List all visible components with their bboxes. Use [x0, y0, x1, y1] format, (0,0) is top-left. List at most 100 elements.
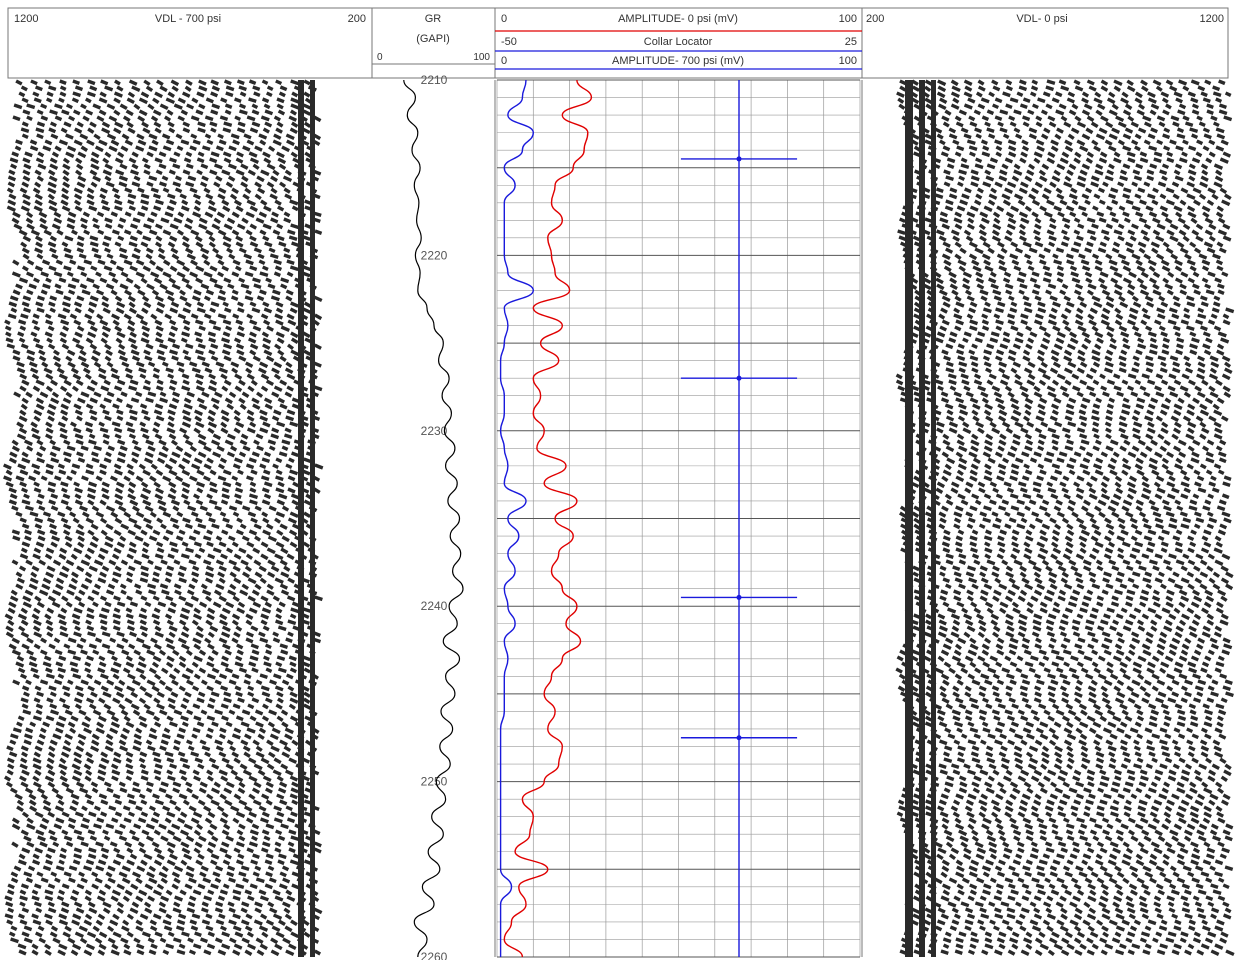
vdl-stripe [9, 739, 312, 747]
vdl-stripe [11, 445, 315, 453]
vdl-stripe [896, 91, 1232, 99]
vdl-stripe [21, 685, 310, 693]
vdl-stripe [14, 793, 309, 801]
amp0-min: 0 [501, 13, 507, 25]
vdl-stripe [914, 289, 1225, 297]
vdl-stripe [22, 709, 318, 717]
vdl-stripe [915, 601, 1224, 609]
vdl-stripe [908, 427, 1223, 435]
vdl-stripe [8, 301, 312, 309]
vdl-stripe [914, 319, 1231, 327]
vdl-stripe [904, 559, 1224, 567]
vdl-stripe [21, 397, 313, 405]
vdl-stripe [913, 871, 1223, 879]
vdl-stripe [905, 925, 1224, 933]
vdl-stripe [903, 259, 1224, 267]
vdl-stripe [12, 355, 314, 363]
vdl-stripe [899, 949, 1235, 957]
vdl-stripe [899, 241, 1224, 249]
vdl-stripe [10, 163, 316, 171]
vdl-stripe [10, 925, 320, 933]
vdl-left-track [3, 79, 324, 957]
vdl-stripe [916, 181, 1223, 189]
vdl-stripe [905, 877, 1225, 885]
vdl-stripe [903, 931, 1229, 939]
vdl-stripe [20, 829, 321, 837]
vdl-stripe [7, 607, 312, 615]
vdl-stripe [913, 325, 1222, 333]
amp700-curve [499, 79, 535, 957]
vdl-stripe [14, 145, 316, 153]
vdl-stripe [902, 643, 1233, 651]
vdl-stripe [3, 475, 321, 483]
vdl-stripe [915, 451, 1227, 459]
vdl-stripe [900, 937, 1228, 945]
vdl-stripe [910, 919, 1225, 927]
ccl-max: 25 [845, 36, 857, 48]
vdl-stripe [905, 781, 1223, 789]
vdl-stripe [901, 793, 1231, 801]
vdl-stripe [905, 343, 1225, 351]
vdl-stripe [21, 523, 314, 531]
vdl-stripe [897, 97, 1223, 105]
vdl-stripe [8, 751, 314, 759]
vdl-left-title: VDL - 700 psi [155, 13, 221, 25]
vdl-stripe [16, 367, 318, 375]
vdl-band [919, 80, 925, 957]
vdl-stripe [914, 739, 1221, 747]
depth-track: 2210 2220 2230 2240 2250 2260 [421, 73, 448, 960]
vdl-stripe [914, 595, 1228, 603]
vdl-stripe [18, 949, 322, 957]
vdl-stripe [21, 811, 313, 819]
vdl-stripe [915, 439, 1227, 447]
vdl-stripe [8, 193, 321, 201]
vdl-stripe [13, 391, 319, 399]
vdl-stripe [905, 775, 1228, 783]
vdl-stripe [16, 805, 320, 813]
vdl-stripe [902, 253, 1221, 261]
vdl-stripe [898, 103, 1227, 111]
vdl-band [298, 80, 304, 957]
vdl-stripe [5, 481, 315, 489]
vdl-stripe [10, 871, 315, 879]
vdl-stripe [912, 895, 1226, 903]
vdl-stripe [905, 583, 1234, 591]
vdl-stripe [7, 199, 313, 207]
vdl-stripe [902, 367, 1233, 375]
vdl-stripe [12, 211, 322, 219]
amplitude-grid [494, 79, 863, 958]
vdl-stripe [7, 907, 323, 915]
vdl-stripe [20, 127, 311, 135]
vdl-stripe [897, 229, 1228, 237]
vdl-stripe [910, 709, 1227, 717]
vdl-stripe [910, 619, 1229, 627]
header-frame [7, 7, 1229, 79]
vdl-stripe [908, 271, 1229, 279]
vdl-stripe [6, 205, 313, 213]
vdl-stripe [9, 295, 323, 303]
vdl-stripe [4, 775, 310, 783]
vdl-stripe [4, 895, 320, 903]
vdl-stripe [15, 661, 311, 669]
vdl-stripe [6, 187, 318, 195]
vdl-stripe [5, 337, 314, 345]
vdl-stripe [913, 589, 1227, 597]
vdl-stripe [901, 223, 1231, 231]
vdl-stripe [904, 901, 1230, 909]
vdl-stripe [10, 937, 320, 945]
vdl-stripe [15, 283, 317, 291]
collar-dot [736, 156, 742, 162]
vdl-stripe [21, 703, 312, 711]
vdl-stripe [906, 841, 1225, 849]
vdl-stripe [906, 163, 1224, 171]
vdl-stripe [897, 385, 1231, 393]
vdl-stripe [8, 487, 321, 495]
vdl-stripe [901, 943, 1224, 951]
vdl-stripe [895, 379, 1223, 387]
vdl-stripe [904, 835, 1233, 843]
vdl-stripe [912, 721, 1224, 729]
vdl-stripe [5, 781, 315, 789]
vdl-stripe [903, 829, 1231, 837]
vdl-stripe [11, 271, 311, 279]
